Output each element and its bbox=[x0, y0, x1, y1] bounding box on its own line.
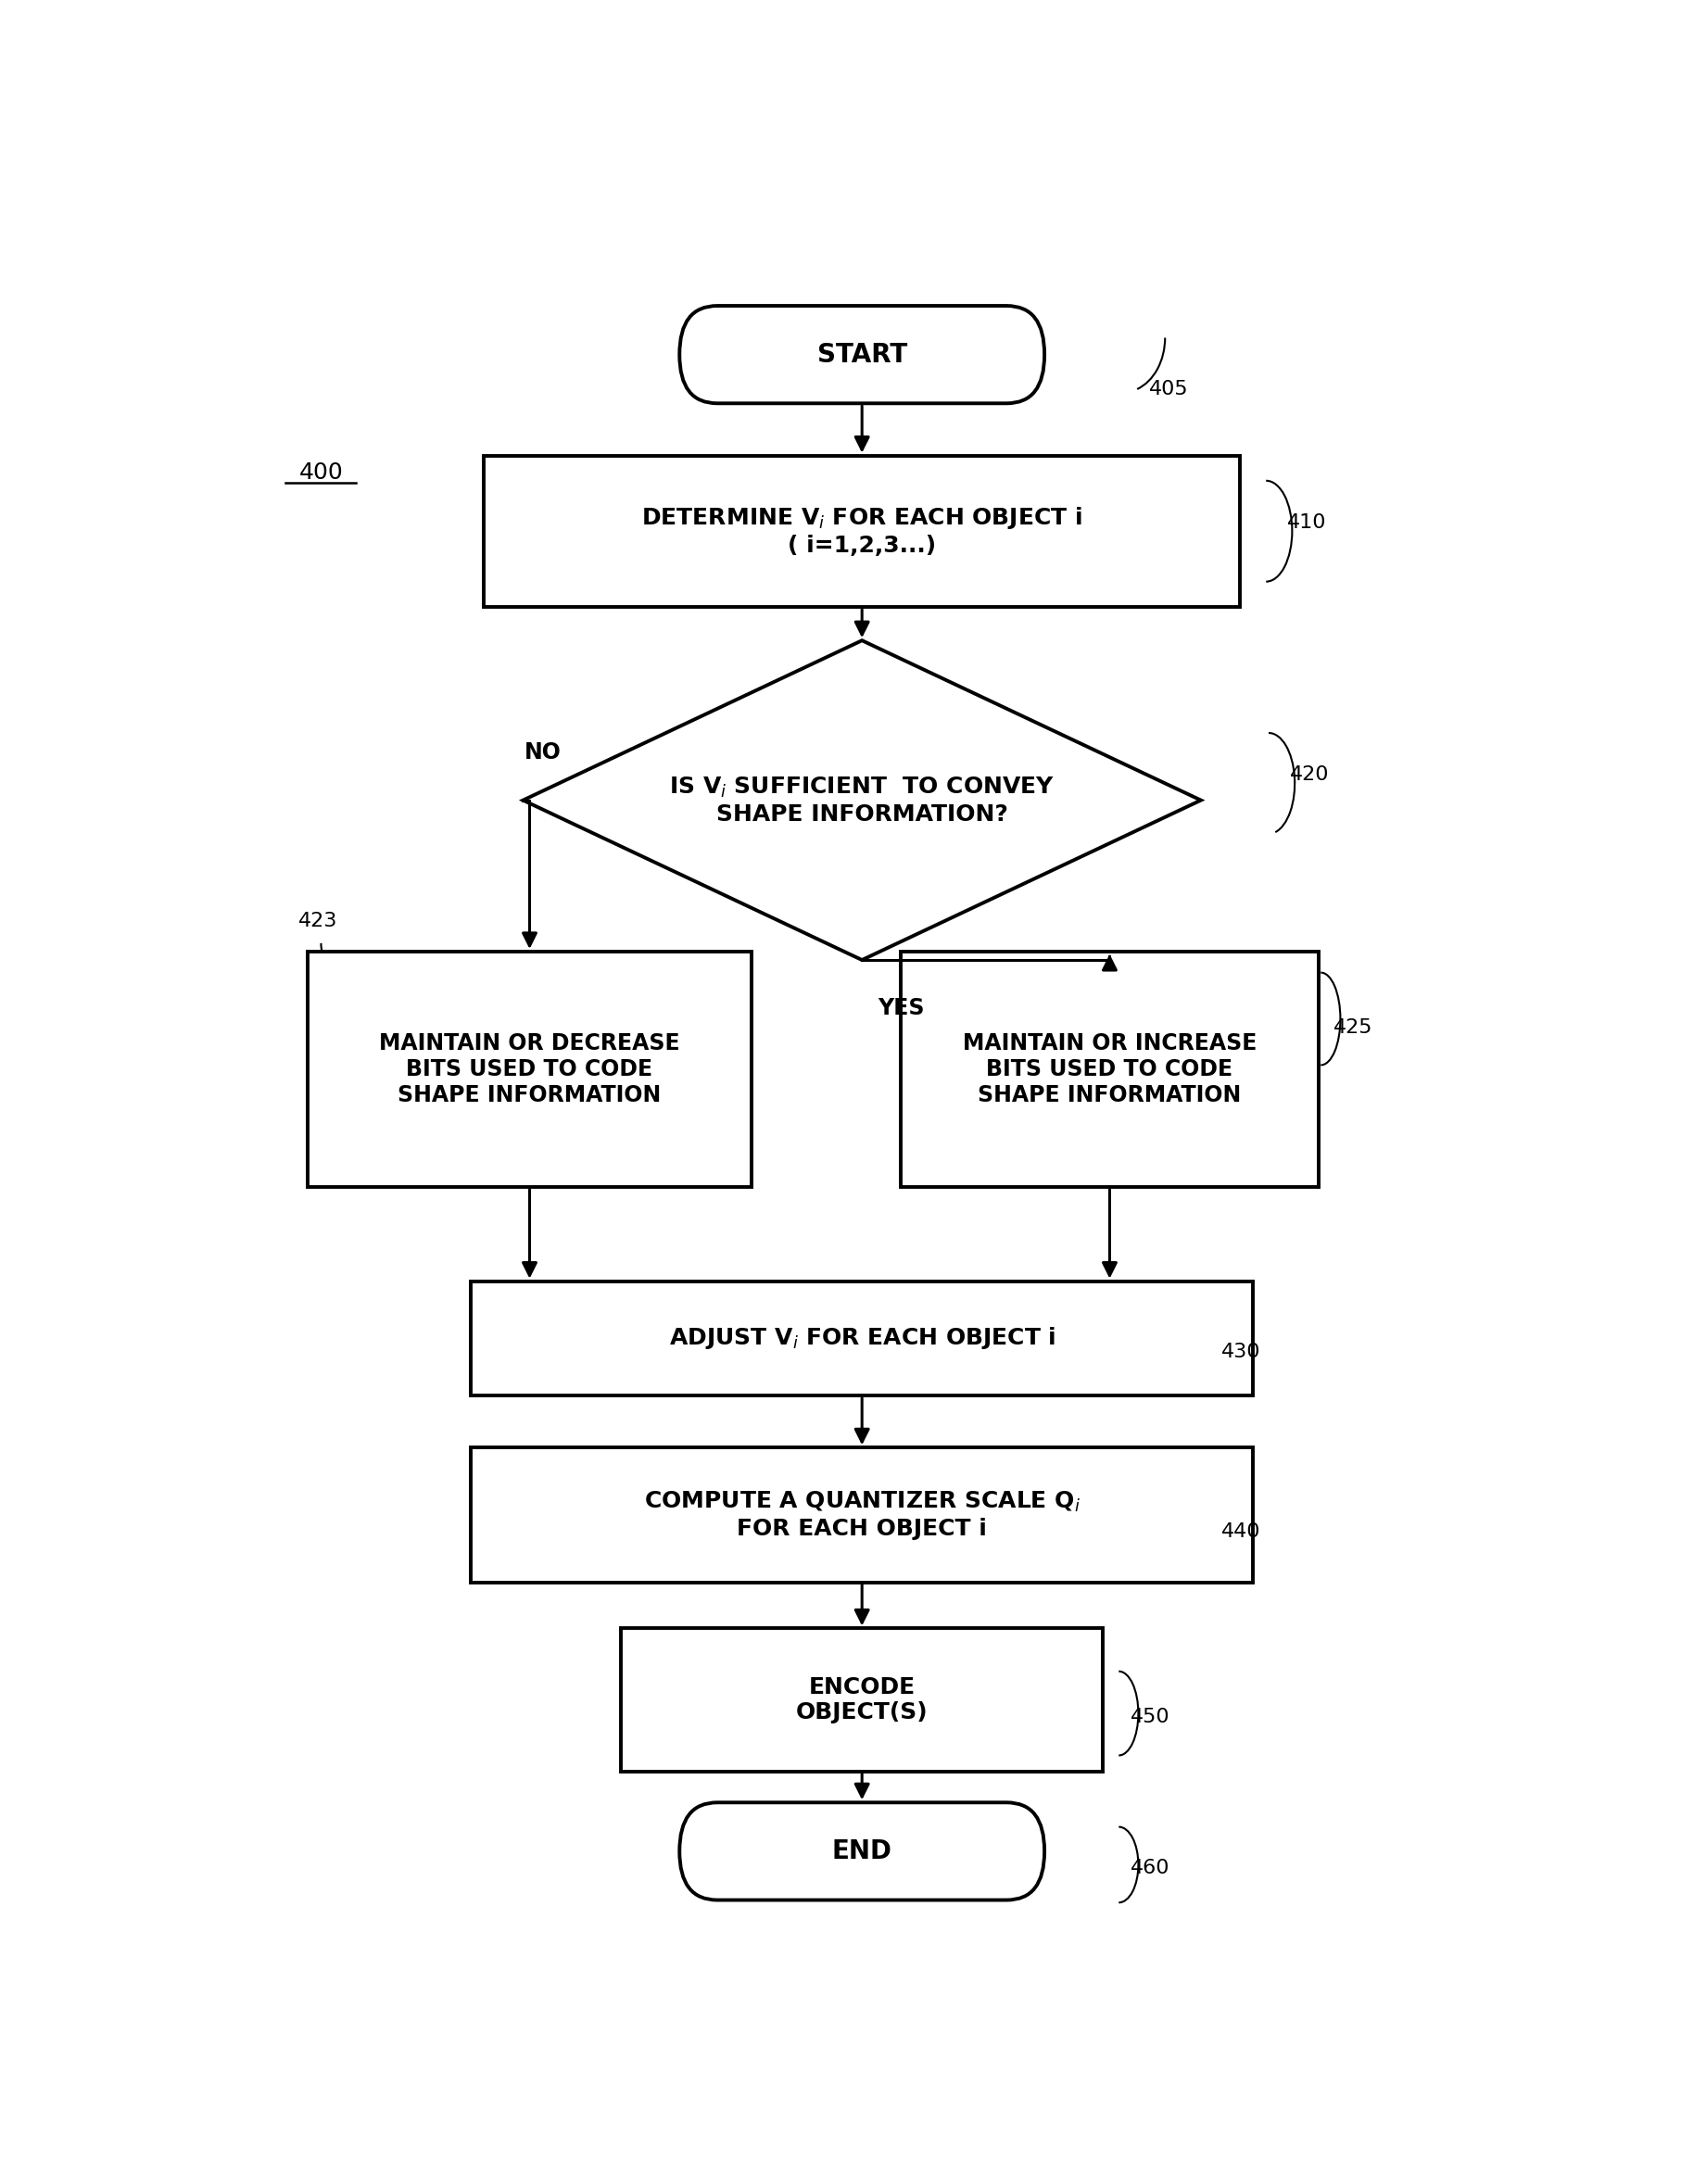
Text: 430: 430 bbox=[1220, 1343, 1261, 1361]
Bar bbox=[308, 952, 751, 1188]
Bar bbox=[471, 1448, 1252, 1581]
Bar bbox=[620, 1629, 1103, 1771]
Text: MAINTAIN OR DECREASE
BITS USED TO CODE
SHAPE INFORMATION: MAINTAIN OR DECREASE BITS USED TO CODE S… bbox=[378, 1033, 679, 1105]
Bar bbox=[471, 1282, 1252, 1396]
Text: 423: 423 bbox=[299, 913, 338, 930]
Text: 420: 420 bbox=[1289, 767, 1328, 784]
Text: NO: NO bbox=[524, 740, 561, 762]
FancyBboxPatch shape bbox=[679, 1802, 1044, 1900]
Text: 460: 460 bbox=[1130, 1859, 1170, 1878]
Text: ADJUST V$_i$ FOR EACH OBJECT i: ADJUST V$_i$ FOR EACH OBJECT i bbox=[669, 1326, 1054, 1352]
Text: 400: 400 bbox=[299, 461, 343, 483]
Text: COMPUTE A QUANTIZER SCALE Q$_i$
FOR EACH OBJECT i: COMPUTE A QUANTIZER SCALE Q$_i$ FOR EACH… bbox=[644, 1489, 1079, 1540]
Text: YES: YES bbox=[877, 996, 925, 1020]
Text: 410: 410 bbox=[1286, 513, 1326, 533]
Text: DETERMINE V$_i$ FOR EACH OBJECT i
( i=1,2,3...): DETERMINE V$_i$ FOR EACH OBJECT i ( i=1,… bbox=[640, 505, 1083, 557]
Text: MAINTAIN OR INCREASE
BITS USED TO CODE
SHAPE INFORMATION: MAINTAIN OR INCREASE BITS USED TO CODE S… bbox=[962, 1033, 1256, 1105]
Text: END: END bbox=[832, 1839, 891, 1865]
Text: 425: 425 bbox=[1333, 1018, 1372, 1037]
Text: IS V$_i$ SUFFICIENT  TO CONVEY
SHAPE INFORMATION?: IS V$_i$ SUFFICIENT TO CONVEY SHAPE INFO… bbox=[669, 775, 1054, 826]
Text: 440: 440 bbox=[1220, 1522, 1261, 1542]
Text: 405: 405 bbox=[1148, 380, 1187, 397]
Bar bbox=[484, 456, 1239, 607]
Text: ENCODE
OBJECT(S): ENCODE OBJECT(S) bbox=[795, 1675, 928, 1723]
Text: START: START bbox=[817, 341, 906, 367]
FancyBboxPatch shape bbox=[679, 306, 1044, 404]
Text: 450: 450 bbox=[1130, 1708, 1170, 1725]
Polygon shape bbox=[523, 640, 1200, 961]
Bar bbox=[901, 952, 1318, 1188]
